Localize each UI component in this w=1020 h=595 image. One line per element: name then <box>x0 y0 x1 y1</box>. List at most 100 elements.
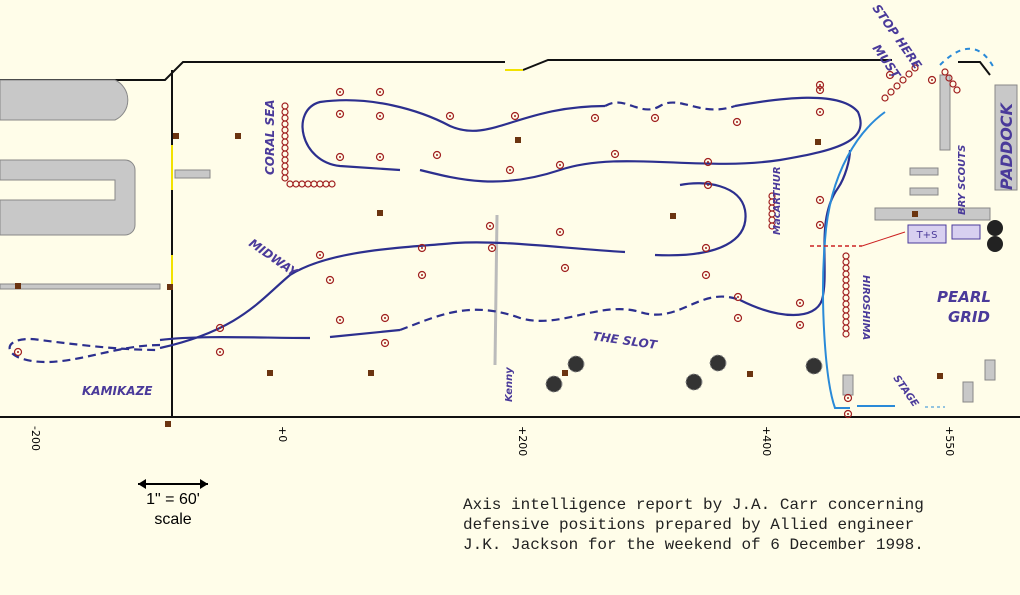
cone-ring <box>335 315 345 325</box>
cone-ring <box>843 409 853 419</box>
cone-ring <box>815 220 825 230</box>
cone-ring <box>815 80 825 90</box>
tree <box>567 355 585 373</box>
cone-dot <box>799 324 801 326</box>
cone <box>215 323 225 333</box>
distance-mark: +200 <box>516 426 529 456</box>
cone <box>701 270 711 280</box>
cone <box>375 111 385 121</box>
cone-ring <box>815 195 825 205</box>
course-line <box>301 99 606 172</box>
cone-ring <box>315 250 325 260</box>
cone-ring <box>795 298 805 308</box>
cone-ring <box>380 338 390 348</box>
label: CORAL SEA <box>263 100 277 176</box>
cone <box>335 109 345 119</box>
cone-dot <box>421 274 423 276</box>
cone-ring <box>335 152 345 162</box>
cone <box>732 117 742 127</box>
label: HIROSHIMA <box>860 275 871 340</box>
marker <box>167 284 173 290</box>
cone-dot <box>384 317 386 319</box>
cone <box>701 243 711 253</box>
cone <box>13 347 23 357</box>
cone-ring <box>445 111 455 121</box>
marker <box>747 371 753 377</box>
cone-ring <box>927 75 937 85</box>
marker <box>165 421 171 427</box>
cone-dot <box>564 267 566 269</box>
cone-wall <box>941 68 949 76</box>
cone-ring <box>795 320 805 330</box>
cone <box>815 195 825 205</box>
caption-line: defensive positions prepared by Allied e… <box>463 516 914 534</box>
cone-ring <box>843 393 853 403</box>
cone-wall <box>899 76 907 84</box>
cone-ring <box>560 263 570 273</box>
cone-dot <box>384 342 386 344</box>
label: KAMIKAZE <box>82 384 153 398</box>
cone-ring <box>375 111 385 121</box>
cone-ring <box>335 87 345 97</box>
cone-dot <box>799 302 801 304</box>
tree <box>545 375 563 393</box>
cone-dot <box>819 84 821 86</box>
cone <box>335 315 345 325</box>
cone-dot <box>819 111 821 113</box>
cone-ring <box>13 347 23 357</box>
cone <box>417 243 427 253</box>
cone-dot <box>329 279 331 281</box>
cone-dot <box>509 169 511 171</box>
light-pole-line <box>493 214 499 366</box>
marker <box>368 370 374 376</box>
course-line <box>399 295 741 332</box>
tire <box>987 220 1003 236</box>
cone-wall <box>881 94 889 102</box>
course-line <box>419 96 862 183</box>
cone-ring <box>487 243 497 253</box>
label: GRID <box>948 308 990 326</box>
cone <box>843 393 853 403</box>
cone <box>610 149 620 159</box>
cone <box>733 292 743 302</box>
cone-ring <box>417 270 427 280</box>
cone-dot <box>489 225 491 227</box>
cone <box>445 111 455 121</box>
cone <box>703 157 713 167</box>
cone <box>650 113 660 123</box>
course-line <box>329 328 401 339</box>
cone-wall <box>905 70 913 78</box>
cone-dot <box>339 91 341 93</box>
cone-dot <box>737 317 739 319</box>
cone-ring <box>380 313 390 323</box>
tree <box>685 373 703 391</box>
cone <box>815 80 825 90</box>
cone-ring <box>215 347 225 357</box>
cone-dot <box>339 156 341 158</box>
course-line <box>159 336 311 342</box>
marker <box>15 283 21 289</box>
cone-ring <box>733 292 743 302</box>
cone-dot <box>219 351 221 353</box>
cone-ring <box>555 227 565 237</box>
course-line <box>8 337 161 364</box>
marker <box>515 137 521 143</box>
cone-wall <box>842 330 850 338</box>
cone-dot <box>614 153 616 155</box>
marker <box>937 373 943 379</box>
distance-mark: +0 <box>276 426 289 442</box>
cone-dot <box>421 247 423 249</box>
marker <box>235 133 241 139</box>
cone-dot <box>705 247 707 249</box>
marker <box>815 139 821 145</box>
cone-dot <box>705 274 707 276</box>
cone-dot <box>559 231 561 233</box>
cone-dot <box>559 164 561 166</box>
marker <box>670 213 676 219</box>
cone-dot <box>339 319 341 321</box>
marker <box>912 211 918 217</box>
cone-ring <box>703 157 713 167</box>
course-line <box>604 101 736 111</box>
cone <box>335 152 345 162</box>
